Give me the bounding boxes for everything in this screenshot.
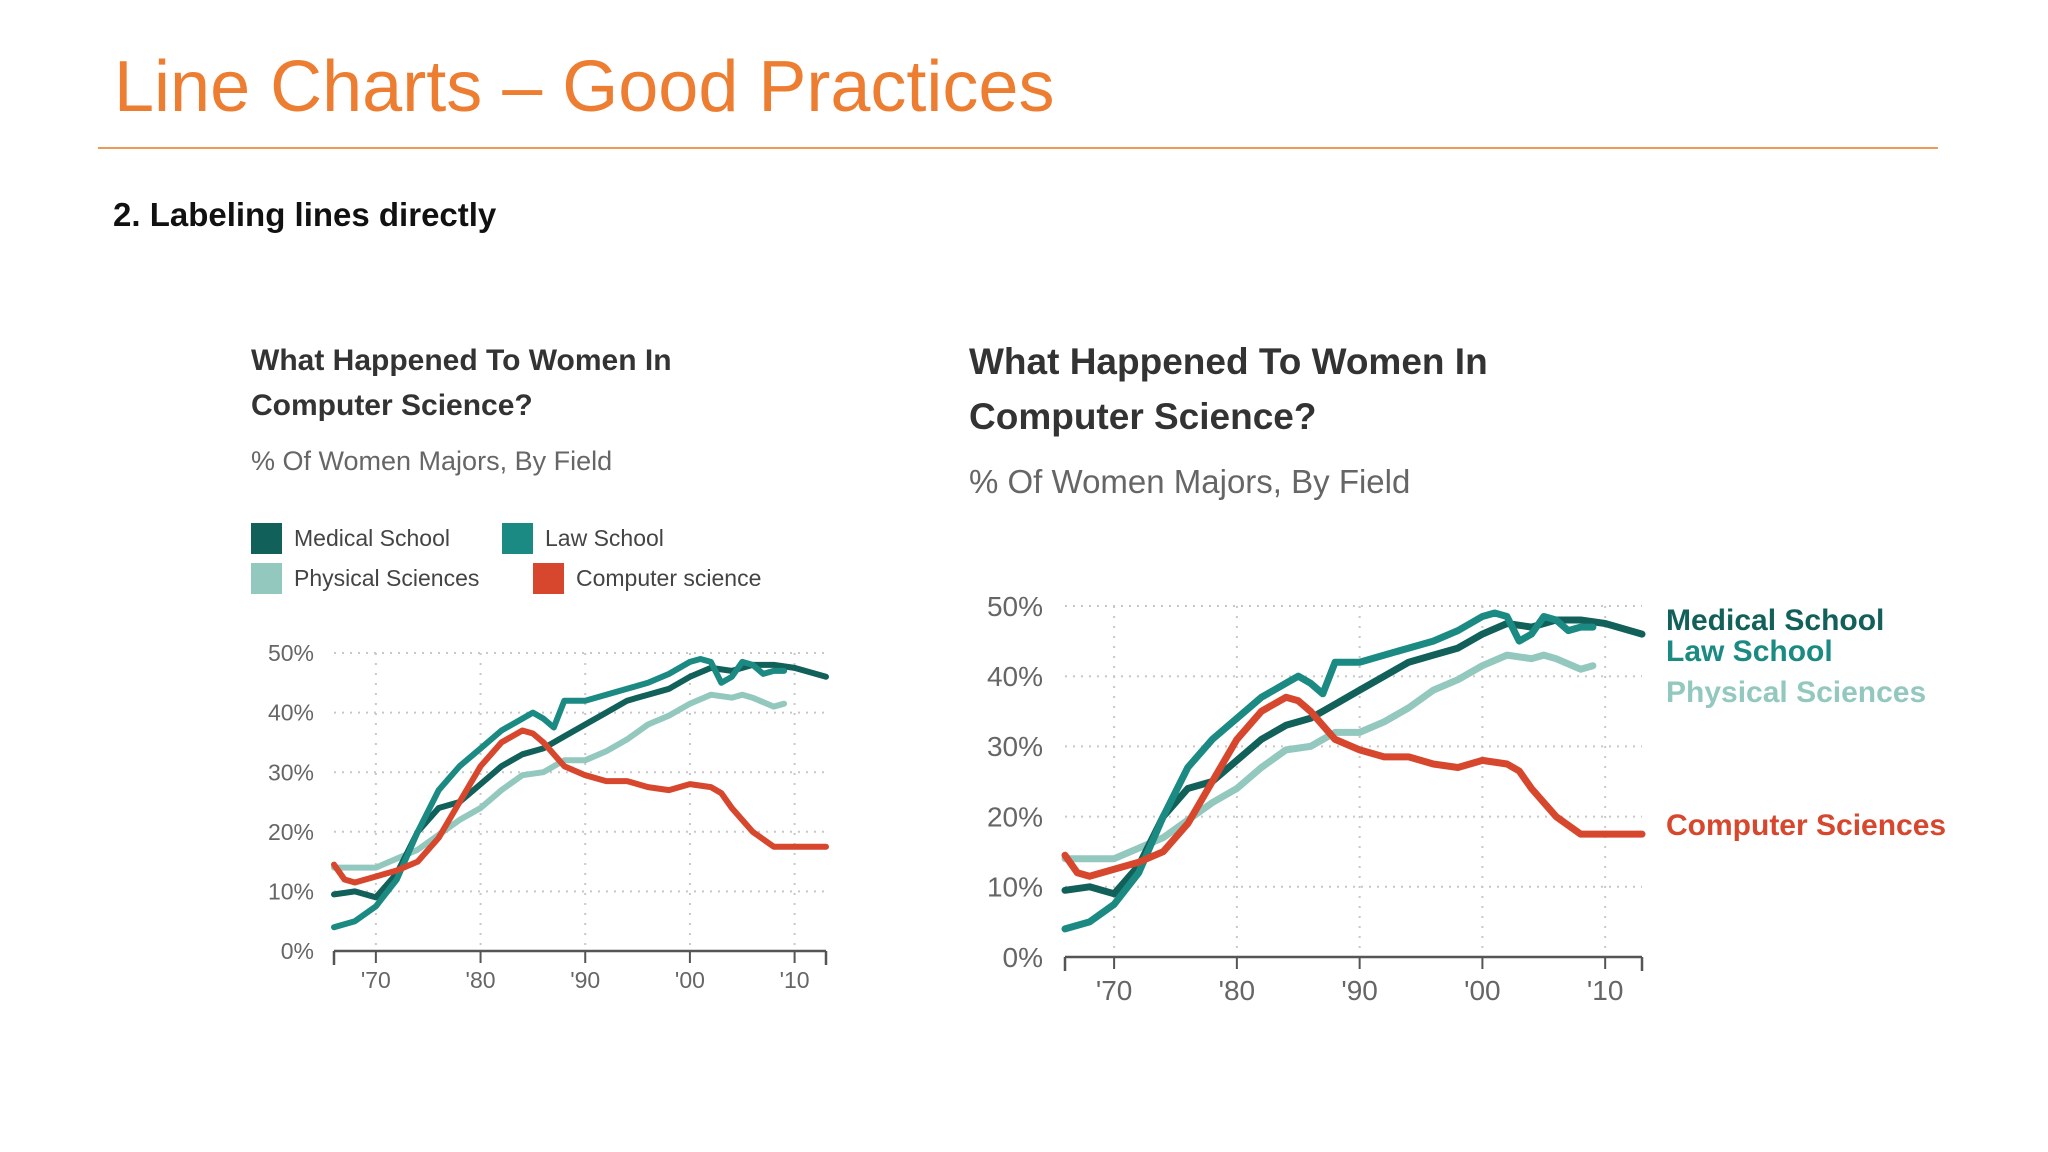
y-tick-label: 0% — [1003, 942, 1043, 973]
legend-label: Computer science — [576, 565, 762, 591]
legend-item-medical-school: Medical School — [251, 523, 450, 554]
legend-item-computer-science: Computer science — [533, 563, 761, 594]
x-tick-label: '80 — [466, 967, 496, 993]
line-label-computer-sciences: Computer Sciences — [1666, 809, 1947, 842]
legend-item-law-school: Law School — [502, 523, 664, 554]
y-tick-label: 30% — [268, 759, 314, 785]
left-chart: 0% 10% 20% 30% 40% 50% '70 '80 '90 '00 '10 — [268, 640, 829, 993]
x-tick-label: '70 — [361, 967, 391, 993]
legend-label: Medical School — [294, 525, 450, 551]
legend-label: Law School — [545, 525, 664, 551]
legend-swatch-law — [502, 523, 533, 554]
y-tick-label: 20% — [268, 819, 314, 845]
series-line-computer-sciences — [1061, 693, 1646, 880]
y-tick-label: 50% — [268, 640, 314, 666]
line-label-medical-school: Medical School — [1666, 604, 1885, 637]
right-chart-title-line1: What Happened To Women In — [969, 341, 1488, 382]
legend-item-physical-sciences: Physical Sciences — [251, 563, 479, 594]
series-line-computer-science — [331, 727, 829, 886]
title-divider — [98, 147, 1938, 149]
left-chart-subtitle: % Of Women Majors, By Field — [251, 446, 613, 476]
x-tick-label: '90 — [570, 967, 600, 993]
right-chart-subtitle: % Of Women Majors, By Field — [969, 463, 1411, 500]
y-tick-label: 10% — [987, 872, 1043, 903]
right-chart-title: What Happened To Women In Computer Scien… — [969, 334, 1488, 444]
x-tick-label: '10 — [780, 967, 810, 993]
y-tick-label: 20% — [987, 801, 1043, 832]
x-tick-label: '80 — [1219, 975, 1256, 1006]
legend-swatch-cs — [533, 563, 564, 594]
y-tick-label: 30% — [987, 731, 1043, 762]
x-tick-label: '00 — [1464, 975, 1501, 1006]
y-tick-label: 50% — [987, 591, 1043, 622]
y-tick-label: 40% — [268, 700, 314, 726]
left-chart-title: What Happened To Women In Computer Scien… — [251, 338, 672, 428]
x-tick-label: '10 — [1587, 975, 1624, 1006]
right-chart: 0% 10% 20% 30% 40% 50% '70 '80 '90 '00 '10 — [987, 591, 1646, 1006]
right-chart-title-line2: Computer Science? — [969, 396, 1317, 437]
legend-swatch-medical — [251, 523, 282, 554]
left-chart-title-line1: What Happened To Women In — [251, 344, 672, 377]
x-tick-label: '70 — [1096, 975, 1133, 1006]
series-line-physical-sciences — [331, 691, 788, 871]
slide-title: Line Charts – Good Practices — [114, 47, 1055, 127]
line-label-physical-sciences: Physical Sciences — [1666, 676, 1927, 709]
series-line-law-school — [1061, 609, 1597, 933]
section-subheading: 2. Labeling lines directly — [113, 196, 497, 233]
x-tick-label: '90 — [1341, 975, 1378, 1006]
x-tick-label: '00 — [675, 967, 705, 993]
series-line-law-school — [331, 656, 788, 931]
line-label-law-school: Law School — [1666, 635, 1833, 668]
y-tick-label: 40% — [987, 661, 1043, 692]
y-tick-label: 10% — [268, 878, 314, 904]
y-tick-label: 0% — [281, 938, 314, 964]
left-chart-title-line2: Computer Science? — [251, 389, 533, 422]
series-line-physical-sciences — [1061, 651, 1597, 863]
legend-swatch-physical — [251, 563, 282, 594]
legend-label: Physical Sciences — [294, 565, 480, 591]
